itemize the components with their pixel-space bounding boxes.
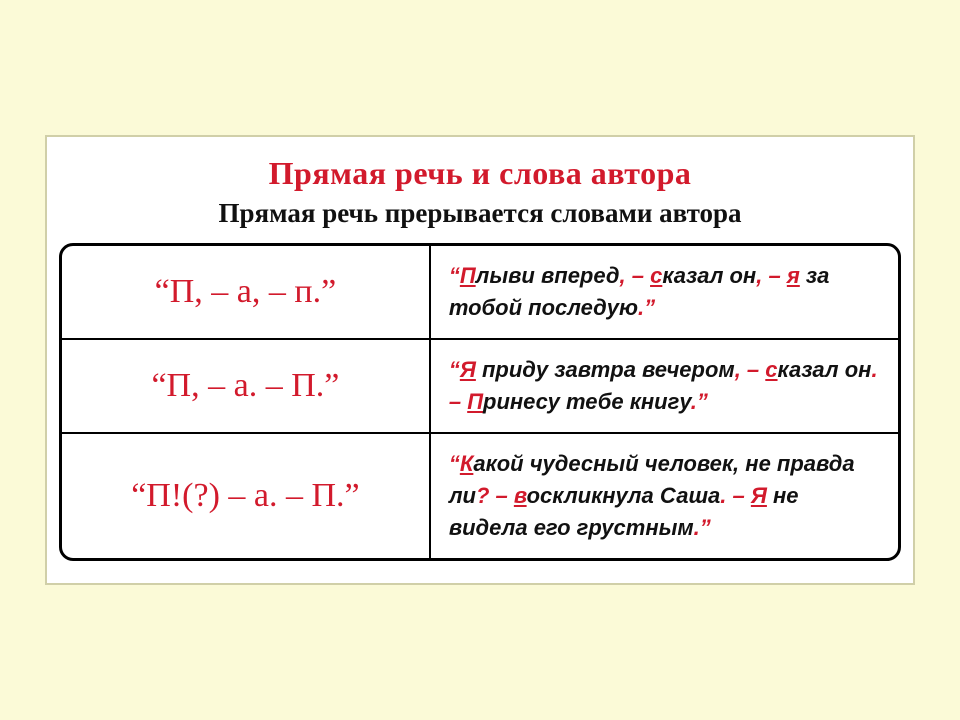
page-title: Прямая речь и слова автора bbox=[59, 155, 901, 192]
example-cell: “Какой чудесный человек, не правда ли? –… bbox=[430, 433, 898, 558]
formula-cell: “П!(?) – а. – П.” bbox=[62, 433, 430, 558]
table-frame: “П, – а, – п.” “Плыви вперед, – сказал о… bbox=[59, 243, 901, 560]
content-card: Прямая речь и слова автора Прямая речь п… bbox=[45, 135, 915, 584]
formula-cell: “П, – а. – П.” bbox=[62, 339, 430, 433]
example-cell: “Я приду завтра вечером, – сказал он. – … bbox=[430, 339, 898, 433]
rules-table: “П, – а, – п.” “Плыви вперед, – сказал о… bbox=[62, 246, 898, 557]
example-cell: “Плыви вперед, – сказал он, – я за тобой… bbox=[430, 246, 898, 339]
page-subtitle: Прямая речь прерывается словами автора bbox=[160, 198, 800, 229]
table-row: “П, – а, – п.” “Плыви вперед, – сказал о… bbox=[62, 246, 898, 339]
table-row: “П, – а. – П.” “Я приду завтра вечером, … bbox=[62, 339, 898, 433]
table-row: “П!(?) – а. – П.” “Какой чудесный челове… bbox=[62, 433, 898, 558]
formula-cell: “П, – а, – п.” bbox=[62, 246, 430, 339]
